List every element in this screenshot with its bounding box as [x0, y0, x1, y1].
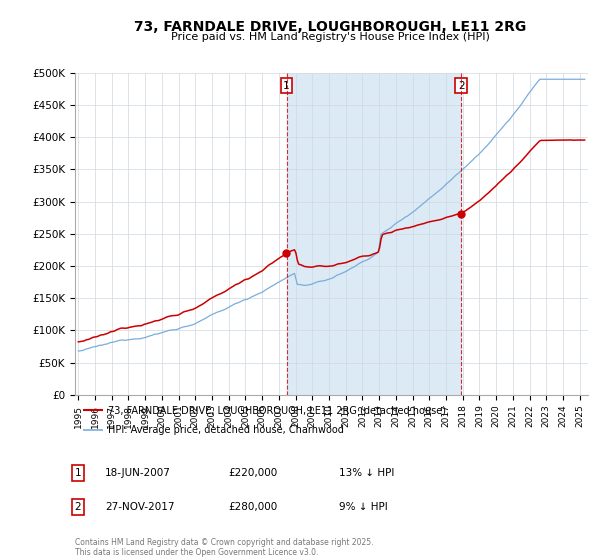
Text: 73, FARNDALE DRIVE, LOUGHBOROUGH, LE11 2RG (detached house): 73, FARNDALE DRIVE, LOUGHBOROUGH, LE11 2…: [109, 405, 446, 415]
Text: 73, FARNDALE DRIVE, LOUGHBOROUGH, LE11 2RG: 73, FARNDALE DRIVE, LOUGHBOROUGH, LE11 2…: [134, 20, 526, 34]
Text: £220,000: £220,000: [228, 468, 277, 478]
Text: 2: 2: [74, 502, 82, 512]
Text: £280,000: £280,000: [228, 502, 277, 512]
Bar: [287, 73, 461, 395]
Text: 9% ↓ HPI: 9% ↓ HPI: [339, 502, 388, 512]
Text: 1: 1: [74, 468, 82, 478]
Text: 27-NOV-2017: 27-NOV-2017: [105, 502, 175, 512]
Text: 1: 1: [283, 81, 290, 91]
Text: 2: 2: [458, 81, 464, 91]
Text: Price paid vs. HM Land Registry's House Price Index (HPI): Price paid vs. HM Land Registry's House …: [170, 32, 490, 43]
Text: 18-JUN-2007: 18-JUN-2007: [105, 468, 171, 478]
Text: Contains HM Land Registry data © Crown copyright and database right 2025.
This d: Contains HM Land Registry data © Crown c…: [75, 538, 373, 557]
Text: 13% ↓ HPI: 13% ↓ HPI: [339, 468, 394, 478]
Text: HPI: Average price, detached house, Charnwood: HPI: Average price, detached house, Char…: [109, 425, 344, 435]
